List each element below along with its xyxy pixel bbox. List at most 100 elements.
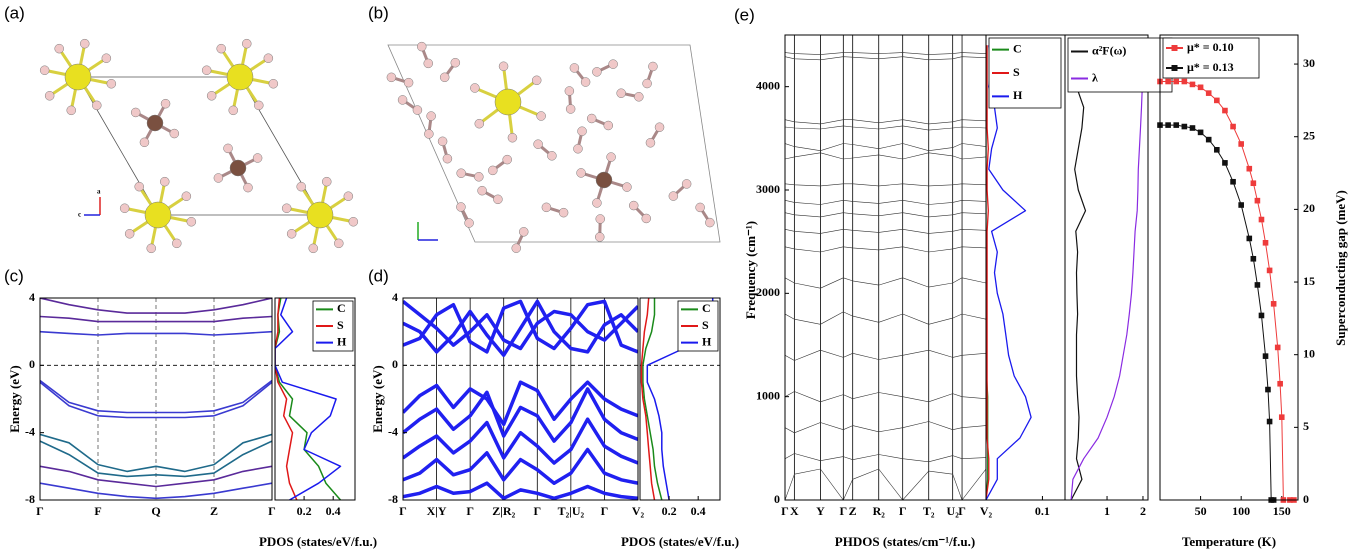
atom <box>456 202 466 212</box>
marker <box>1197 84 1204 91</box>
atom <box>343 191 354 201</box>
atom <box>119 203 130 213</box>
atom <box>493 194 503 205</box>
atom <box>44 91 55 101</box>
atom <box>308 243 318 254</box>
x-tick-label: 0.1 <box>1035 504 1050 518</box>
atom <box>286 229 297 239</box>
legend-label: μ* = 0.13 <box>1187 60 1234 74</box>
y-tick-label: 0 <box>392 357 398 371</box>
series-line <box>403 417 638 465</box>
plot-area <box>1160 81 1294 500</box>
atom <box>648 61 658 72</box>
legend-label: H <box>1013 88 1023 102</box>
legend-marker <box>1171 65 1178 71</box>
atom <box>80 38 90 49</box>
marker <box>1189 81 1196 88</box>
panel-label: (e) <box>734 5 755 24</box>
x-tick-label: X|Y <box>427 504 447 518</box>
series-line <box>403 447 638 485</box>
atom <box>134 181 144 192</box>
x-tick-label: Z|R₂ <box>492 504 515 518</box>
atom <box>536 111 546 121</box>
series-line <box>1070 45 1087 500</box>
atom <box>654 122 665 132</box>
atom <box>213 173 224 183</box>
atom <box>474 172 484 182</box>
series-line <box>403 481 638 500</box>
atom <box>64 63 92 91</box>
atom <box>450 57 461 68</box>
atom <box>296 181 306 192</box>
atom <box>423 58 434 69</box>
atom <box>172 238 182 249</box>
atom <box>474 118 485 129</box>
legend-label: C <box>702 301 711 315</box>
frame <box>639 297 721 501</box>
atom <box>547 151 557 161</box>
marker <box>1197 129 1204 136</box>
legend-label: S <box>702 318 709 332</box>
series-line <box>986 45 990 500</box>
x-tick-label: T₂|U₂ <box>558 504 585 518</box>
y-tick-label: 0 <box>29 357 35 371</box>
x-tick-label: 100 <box>1232 504 1250 518</box>
x-tick-label: Γ <box>958 504 966 518</box>
plot-area <box>986 45 1032 500</box>
x-tick-label: V₂ <box>980 504 993 518</box>
marker <box>1250 180 1257 187</box>
plot-area <box>403 298 638 500</box>
atom <box>488 165 498 176</box>
series-line <box>40 381 272 419</box>
atom <box>580 77 591 87</box>
x-tick-label: Z <box>210 504 218 518</box>
series-line <box>1160 81 1294 500</box>
legend-label: μ* = 0.10 <box>1187 40 1234 54</box>
x-tick-label: Γ <box>268 504 276 518</box>
atom <box>268 79 279 89</box>
marker <box>1214 146 1220 153</box>
x-tick-label: Γ <box>840 504 848 518</box>
x-tick-label: Γ <box>399 504 407 518</box>
series-line <box>1070 45 1144 500</box>
atom <box>681 179 692 189</box>
legend-label: S <box>337 318 344 332</box>
y-tick-label: 4 <box>29 290 35 304</box>
atom <box>595 214 606 224</box>
atom <box>477 185 487 196</box>
y-axis-title: Frequency (cm⁻¹) <box>743 221 758 319</box>
atom <box>634 92 644 102</box>
marker <box>1173 78 1180 85</box>
marker <box>1250 255 1257 262</box>
marker <box>1246 235 1253 242</box>
series-line <box>785 246 986 253</box>
series-line <box>785 468 986 500</box>
atom <box>576 168 586 178</box>
atom <box>146 243 156 254</box>
x-tick-label: 1 <box>1104 504 1110 518</box>
y-tick-label: 1000 <box>756 388 780 402</box>
x-tick-label: 150 <box>1273 504 1291 518</box>
atom <box>281 203 292 213</box>
series-line <box>40 433 272 473</box>
series-line <box>785 311 986 325</box>
y-tick-label: 0 <box>1303 492 1309 506</box>
frame <box>402 297 639 501</box>
marker <box>1262 353 1269 359</box>
atom <box>456 168 466 178</box>
legend-label: C <box>337 301 346 315</box>
series-line <box>785 183 986 187</box>
frame <box>1159 34 1299 501</box>
x-tick-label: Γ <box>533 504 541 518</box>
legend-marker <box>1171 45 1178 51</box>
axis-letter: a <box>97 188 101 196</box>
y-tick-label: 2000 <box>756 285 780 299</box>
atom <box>186 217 197 227</box>
frame <box>39 297 273 501</box>
marker <box>1266 418 1273 425</box>
legend-box <box>1162 37 1260 79</box>
atom <box>642 78 652 89</box>
y-tick-label: -8 <box>25 492 35 506</box>
series-line <box>785 152 986 160</box>
atom <box>254 100 264 111</box>
